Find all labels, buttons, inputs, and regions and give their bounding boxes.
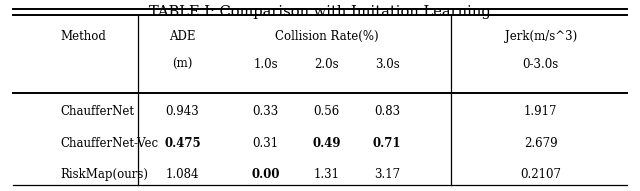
Text: 1.084: 1.084 — [166, 168, 199, 181]
Text: Method: Method — [61, 30, 107, 43]
Text: 0.2107: 0.2107 — [520, 168, 561, 181]
Text: 0.475: 0.475 — [164, 137, 201, 150]
Text: 2.0s: 2.0s — [314, 58, 339, 71]
Text: 1.0s: 1.0s — [253, 58, 278, 71]
Text: 2.679: 2.679 — [524, 137, 557, 150]
Text: 1.917: 1.917 — [524, 105, 557, 118]
Text: Collision Rate(%): Collision Rate(%) — [275, 30, 378, 43]
Text: 0.00: 0.00 — [252, 168, 280, 181]
Text: Jerk(m/s^3): Jerk(m/s^3) — [505, 30, 577, 43]
Text: TABLE I: Comparison with Imitation Learning: TABLE I: Comparison with Imitation Learn… — [149, 5, 491, 19]
Text: 0.71: 0.71 — [373, 137, 401, 150]
Text: 0.943: 0.943 — [166, 105, 199, 118]
Text: 0.33: 0.33 — [252, 105, 279, 118]
Text: ADE: ADE — [169, 30, 196, 43]
Text: 0.56: 0.56 — [313, 105, 340, 118]
Text: 0-3.0s: 0-3.0s — [523, 58, 559, 71]
Text: 3.0s: 3.0s — [375, 58, 399, 71]
Text: (m): (m) — [172, 58, 193, 71]
Text: 3.17: 3.17 — [374, 168, 400, 181]
Text: RiskMap(ours): RiskMap(ours) — [61, 168, 149, 181]
Text: ChaufferNet-Vec: ChaufferNet-Vec — [61, 137, 159, 150]
Text: ChaufferNet: ChaufferNet — [61, 105, 135, 118]
Text: 0.83: 0.83 — [374, 105, 400, 118]
Text: 1.31: 1.31 — [314, 168, 339, 181]
Text: 0.49: 0.49 — [312, 137, 340, 150]
Text: 0.31: 0.31 — [253, 137, 278, 150]
